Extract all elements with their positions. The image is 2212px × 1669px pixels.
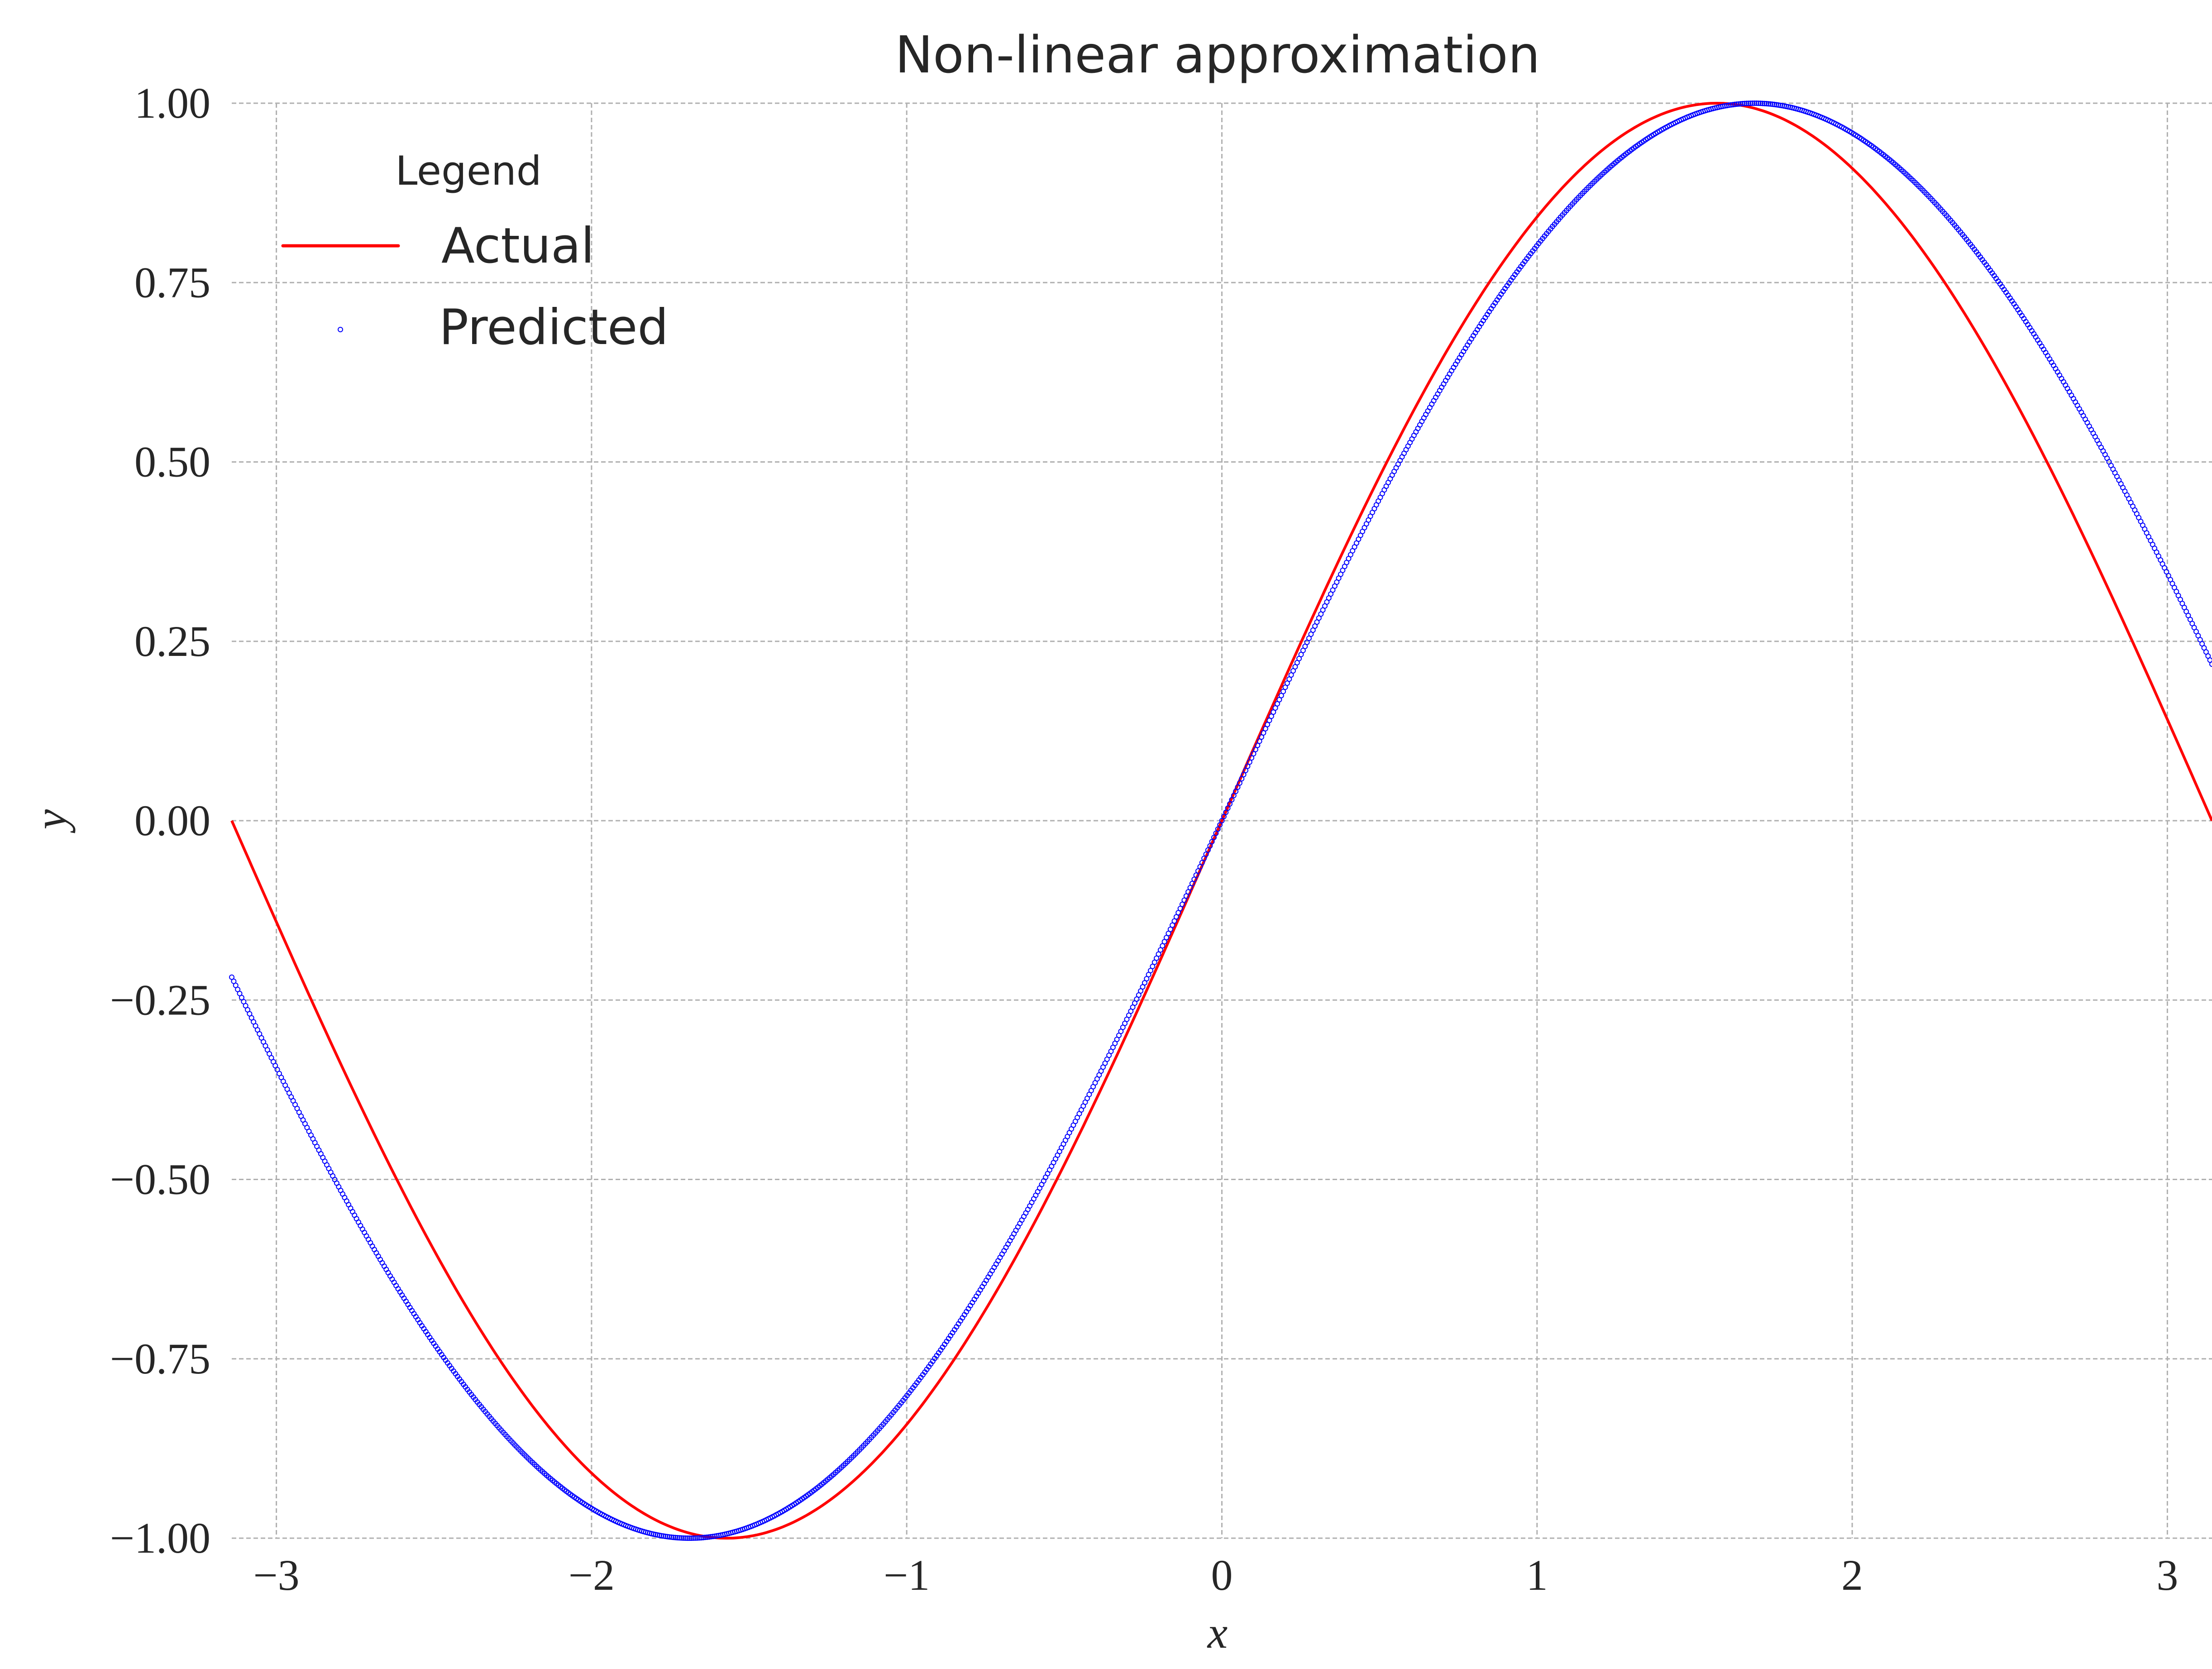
x-axis-label: x: [1207, 1607, 1228, 1658]
x-tick-label: −3: [253, 1551, 300, 1599]
grid-lines: [232, 102, 2212, 1539]
chart-title: Non-linear approximation: [895, 26, 1540, 85]
legend-predicted-marker-icon: [338, 327, 343, 332]
predicted-scatter: [229, 100, 2212, 1541]
y-tick-label: 0.25: [134, 617, 210, 665]
x-tick-label: 0: [1211, 1551, 1233, 1599]
x-tick-label: −1: [884, 1551, 930, 1599]
y-tick-label: 0.50: [134, 438, 210, 486]
y-tick-labels: 1.00 0.75 0.50 0.25 0.00 −0.25 −0.50 −0.75 −1.00: [110, 79, 210, 1562]
x-tick-label: 2: [1841, 1551, 1863, 1599]
plot-series: [229, 100, 2212, 1541]
y-tick-label: 0.00: [134, 796, 210, 845]
legend-title: Legend: [395, 148, 541, 194]
actual-line: [230, 101, 2212, 1540]
x-tick-label: 1: [1526, 1551, 1548, 1599]
y-tick-label: 0.75: [134, 258, 210, 306]
x-tick-labels: −3 −2 −1 0 1 2 3: [253, 1551, 2179, 1599]
x-tick-label: −2: [569, 1551, 615, 1599]
y-tick-label: −0.50: [110, 1155, 210, 1204]
y-axis-label: y: [25, 809, 76, 833]
y-tick-label: −0.25: [110, 976, 210, 1024]
legend-predicted-label: Predicted: [439, 299, 669, 356]
y-tick-label: 1.00: [134, 79, 210, 127]
legend: Legend Actual Predicted: [281, 148, 669, 356]
legend-actual-label: Actual: [441, 218, 594, 274]
y-tick-label: −0.75: [110, 1334, 210, 1383]
y-tick-label: −1.00: [110, 1514, 210, 1562]
x-tick-label: 3: [2156, 1551, 2178, 1599]
